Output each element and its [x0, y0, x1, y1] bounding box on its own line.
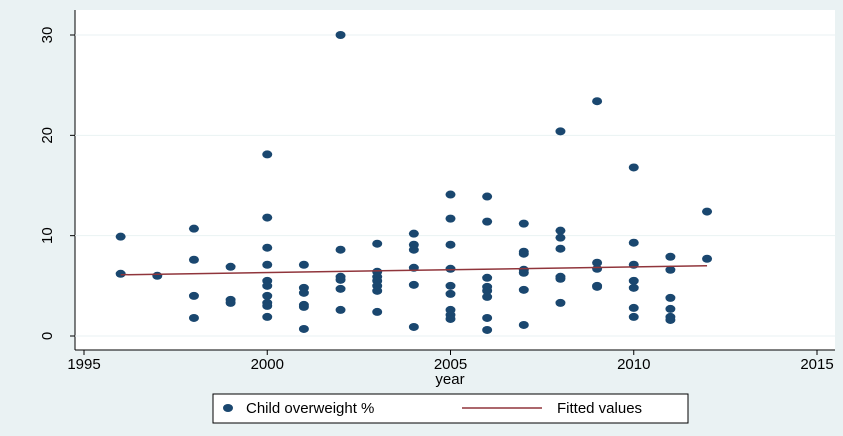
point [592, 264, 603, 273]
fit-line [120, 265, 708, 276]
point [408, 322, 419, 331]
point [482, 286, 493, 295]
point [335, 31, 346, 39]
point [628, 283, 639, 292]
point [665, 315, 676, 324]
point [592, 258, 603, 267]
point [555, 127, 566, 136]
point [262, 291, 273, 300]
point [555, 233, 566, 242]
point [628, 276, 639, 285]
point [482, 273, 493, 282]
point [445, 190, 456, 199]
point [408, 245, 419, 254]
point [372, 307, 383, 316]
y-tick-label: 10 [39, 227, 56, 244]
point [702, 254, 713, 263]
point [665, 252, 676, 261]
point [665, 265, 676, 274]
point [482, 313, 493, 322]
point [445, 281, 456, 290]
x-tick-label: 2015 [800, 356, 833, 373]
plot-area [75, 10, 835, 350]
x-tick-label: 1995 [67, 356, 100, 373]
point [372, 286, 383, 295]
point [225, 298, 236, 307]
point [592, 97, 603, 106]
point [628, 312, 639, 321]
point [628, 303, 639, 312]
point [518, 249, 529, 258]
legend-label: Fitted values [557, 400, 642, 417]
point [445, 214, 456, 223]
point [518, 219, 529, 228]
y-tick-label: 30 [39, 27, 56, 44]
point [518, 285, 529, 294]
point [115, 232, 126, 241]
point [262, 301, 273, 310]
point [188, 224, 199, 233]
point [482, 192, 493, 201]
point [555, 274, 566, 283]
point [445, 314, 456, 323]
point [188, 313, 199, 322]
point [188, 291, 199, 300]
point [335, 245, 346, 254]
point [298, 324, 309, 333]
point [555, 244, 566, 253]
point [335, 275, 346, 284]
point [592, 282, 603, 291]
point [335, 305, 346, 314]
y-tick-label: 20 [39, 127, 56, 144]
point [665, 304, 676, 313]
point [445, 264, 456, 273]
point [518, 320, 529, 329]
point [445, 240, 456, 249]
point [335, 284, 346, 293]
point [262, 213, 273, 222]
x-tick-label: 2005 [434, 356, 467, 373]
point [482, 292, 493, 301]
legend-label: Child overweight % [246, 400, 374, 417]
point [408, 280, 419, 289]
point [555, 298, 566, 307]
point [482, 217, 493, 226]
point [555, 226, 566, 235]
point [298, 260, 309, 269]
x-tick-label: 2000 [251, 356, 284, 373]
point [152, 271, 163, 280]
point [518, 268, 529, 277]
point [262, 281, 273, 290]
point [115, 269, 126, 278]
point [408, 229, 419, 238]
legend-swatch [223, 404, 233, 412]
point [628, 238, 639, 247]
point [628, 163, 639, 172]
point [298, 288, 309, 297]
point [298, 302, 309, 311]
point [445, 289, 456, 298]
x-axis-title: year [435, 371, 464, 388]
point [188, 255, 199, 264]
point [262, 312, 273, 321]
point [372, 239, 383, 248]
point [702, 207, 713, 216]
point [262, 150, 273, 159]
x-tick-label: 2010 [617, 356, 650, 373]
point [482, 325, 493, 334]
point [225, 262, 236, 271]
legend [212, 393, 689, 424]
point [262, 260, 273, 269]
point [262, 243, 273, 252]
y-tick-label: 0 [39, 332, 56, 340]
point [665, 293, 676, 302]
